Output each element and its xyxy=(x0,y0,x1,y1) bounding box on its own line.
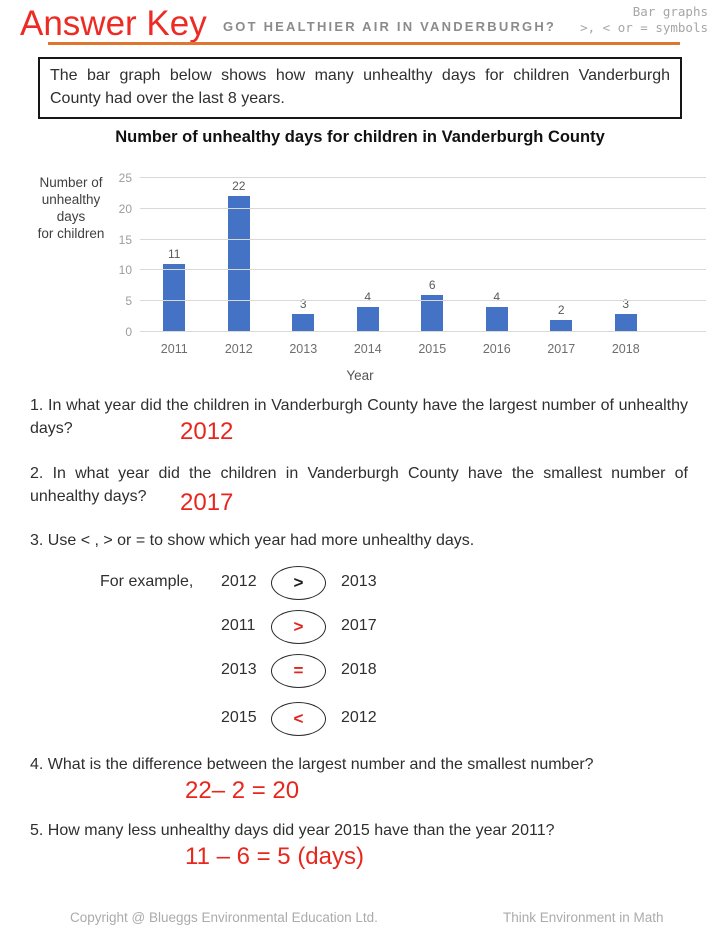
question-5-text: 5. How many less unhealthy days did year… xyxy=(30,822,555,839)
gridline xyxy=(140,300,706,302)
question-4-answer: 22– 2 = 20 xyxy=(185,777,300,804)
bar xyxy=(485,307,508,332)
comparison-right-year: 2012 xyxy=(341,709,377,726)
bar-slot: 11 xyxy=(142,158,207,332)
comparison-right-year: 2017 xyxy=(341,617,377,634)
question-1-text: 1. In what year did the children in Vand… xyxy=(30,397,688,437)
corner-topic-line1: Bar graphs xyxy=(632,4,708,19)
bar xyxy=(614,313,637,332)
bar-slot: 4 xyxy=(336,158,401,332)
comparison-row: 2015 <2012 xyxy=(0,702,720,736)
x-tick-label: 2014 xyxy=(353,342,382,356)
bar-slot: 3 xyxy=(594,158,659,332)
question-2-answer: 2017 xyxy=(180,489,234,516)
bar-slot: 4 xyxy=(465,158,530,332)
y-axis-title-line: Number of xyxy=(39,175,103,190)
bar xyxy=(421,295,444,332)
bar-slot: 3 xyxy=(271,158,336,332)
gridline xyxy=(140,207,706,209)
y-axis-title-line: unhealthy xyxy=(41,192,101,207)
y-tick-label: 15 xyxy=(118,232,132,247)
comparison-right-year: 2018 xyxy=(341,661,377,678)
x-axis-title: Year xyxy=(346,368,374,383)
x-tick-label: 2013 xyxy=(289,342,318,356)
question-5-answer: 11 – 6 = 5 (days) xyxy=(185,843,364,870)
y-tick-label: 25 xyxy=(118,171,132,185)
bar-value-label: 6 xyxy=(428,278,436,293)
y-tick-label: 0 xyxy=(125,325,132,339)
y-tick-label: 10 xyxy=(118,263,132,278)
chart-title: Number of unhealthy days for children in… xyxy=(115,128,605,146)
gridline xyxy=(140,177,706,178)
corner-topic: Bar graphs >, < or = symbols xyxy=(580,4,708,36)
gridline xyxy=(140,238,706,240)
comparison-left-year: 2011 xyxy=(221,617,256,634)
question-1-answer: 2012 xyxy=(180,418,234,445)
x-axis-labels: 2011 2012 2013 2014 2015 2016 2017 2018 xyxy=(142,342,658,356)
y-tick-label: 20 xyxy=(118,201,132,216)
comparison-row: For example, 2012 >2013 xyxy=(0,566,720,600)
example-label: For example, xyxy=(100,573,194,590)
comparison-row: 2011 >2017 xyxy=(0,610,720,644)
worksheet-subtitle: GOT HEALTHIER AIR IN VANDERBURGH? xyxy=(223,19,557,34)
y-axis-title-line: for children xyxy=(37,226,105,241)
comparison-row: 2013 = 2018 xyxy=(0,654,720,688)
answer-key-title: Answer Key xyxy=(20,4,207,43)
gridline xyxy=(140,331,706,332)
bar-value-label: 3 xyxy=(622,296,630,311)
question-2-text: 2. In what year did the children in Vand… xyxy=(30,465,688,505)
bar-slot: 2 xyxy=(529,158,594,332)
question-1: 1. In what year did the children in Vand… xyxy=(30,395,688,443)
y-axis-title: Number of unhealthy days for children xyxy=(18,174,124,242)
bar-slot: 6 xyxy=(400,158,465,332)
bar-value-label: 2 xyxy=(557,302,565,317)
x-tick-label: 2016 xyxy=(482,342,511,356)
comparison-symbol-oval: < xyxy=(271,702,326,736)
corner-topic-line2: >, < or = symbols xyxy=(580,20,708,35)
comparison-symbol-oval: = xyxy=(271,654,326,688)
comparison-symbol-oval: > xyxy=(271,566,326,600)
y-axis-ticks: 0 5 10 15 20 25 xyxy=(98,171,132,339)
question-4: 4. What is the difference between the la… xyxy=(30,754,688,802)
bar xyxy=(227,196,250,332)
bar-value-label: 4 xyxy=(364,290,372,305)
header-divider xyxy=(48,42,680,45)
x-tick-label: 2012 xyxy=(224,342,253,356)
footer-slogan: Think Environment in Math xyxy=(503,910,664,925)
bar-value-label: 22 xyxy=(232,179,246,194)
bar-value-label: 3 xyxy=(299,296,307,311)
question-4-text: 4. What is the difference between the la… xyxy=(30,756,594,773)
footer-copyright: Copyright @ Blueggs Environmental Educat… xyxy=(70,910,378,925)
x-tick-label: 2017 xyxy=(547,342,576,356)
comparison-left-year: 2015 xyxy=(221,709,257,726)
x-tick-label: 2018 xyxy=(611,342,640,356)
question-2: 2. In what year did the children in Vand… xyxy=(30,463,688,514)
comparison-left-year: 2013 xyxy=(221,661,257,678)
y-axis-title-line: days xyxy=(56,209,86,224)
bar xyxy=(292,313,315,332)
y-tick-label: 5 xyxy=(125,294,132,309)
bar xyxy=(163,264,186,332)
bar-value-label: 4 xyxy=(493,290,501,305)
bar xyxy=(550,319,573,332)
bar-slot: 22 xyxy=(207,158,272,332)
x-tick-label: 2015 xyxy=(418,342,447,356)
comparison-right-year: 2013 xyxy=(341,573,377,590)
question-5: 5. How many less unhealthy days did year… xyxy=(30,820,688,868)
bar xyxy=(356,307,379,332)
chart-bars: 11 22 3 4 6 4 2 3 xyxy=(142,158,658,332)
chart-plot: 11 22 3 4 6 4 2 3 xyxy=(140,177,706,332)
bar-value-label: 11 xyxy=(168,247,181,262)
question-3-text: 3. Use < , > or = to show which year had… xyxy=(30,532,475,549)
intro-box: The bar graph below shows how many unhea… xyxy=(38,57,682,119)
comparison-symbol-oval: > xyxy=(271,610,326,644)
gridline xyxy=(140,269,706,271)
comparison-left-year: 2012 xyxy=(221,573,257,590)
x-tick-label: 2011 xyxy=(160,342,188,356)
